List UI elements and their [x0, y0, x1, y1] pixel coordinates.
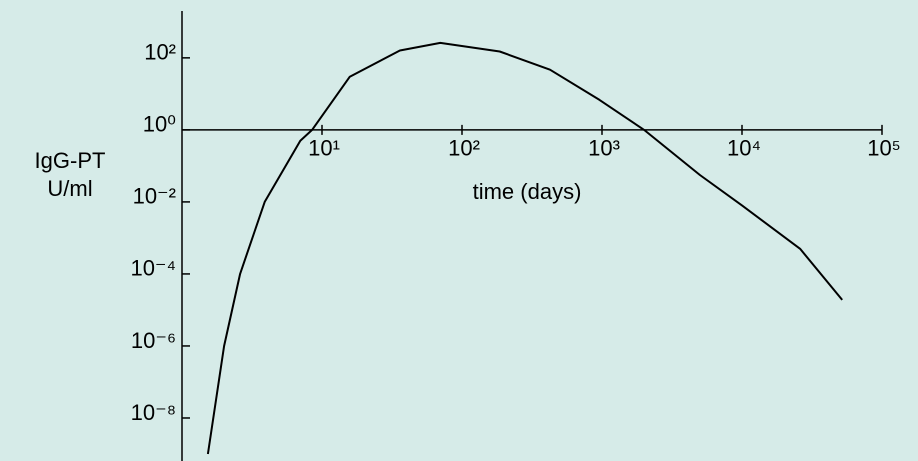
x-tick-label: 10² — [448, 136, 480, 161]
y-axis-label: U/ml — [47, 176, 92, 201]
y-axis-label: IgG-PT — [35, 148, 106, 173]
x-tick-label: 10⁴ — [727, 136, 761, 161]
x-tick-label: 10⁵ — [867, 136, 901, 161]
x-axis-label: time (days) — [473, 179, 582, 204]
y-tick-label: 10⁰ — [143, 112, 176, 137]
y-tick-label: 10⁻² — [133, 184, 176, 209]
y-tick-label: 10² — [144, 40, 176, 65]
x-tick-label: 10³ — [588, 136, 620, 161]
y-tick-label: 10⁻⁸ — [131, 400, 176, 425]
x-tick-label: 10¹ — [308, 136, 340, 161]
y-tick-label: 10⁻⁴ — [130, 256, 176, 281]
line-series — [206, 41, 843, 455]
y-tick-label: 10⁻⁶ — [131, 328, 176, 353]
